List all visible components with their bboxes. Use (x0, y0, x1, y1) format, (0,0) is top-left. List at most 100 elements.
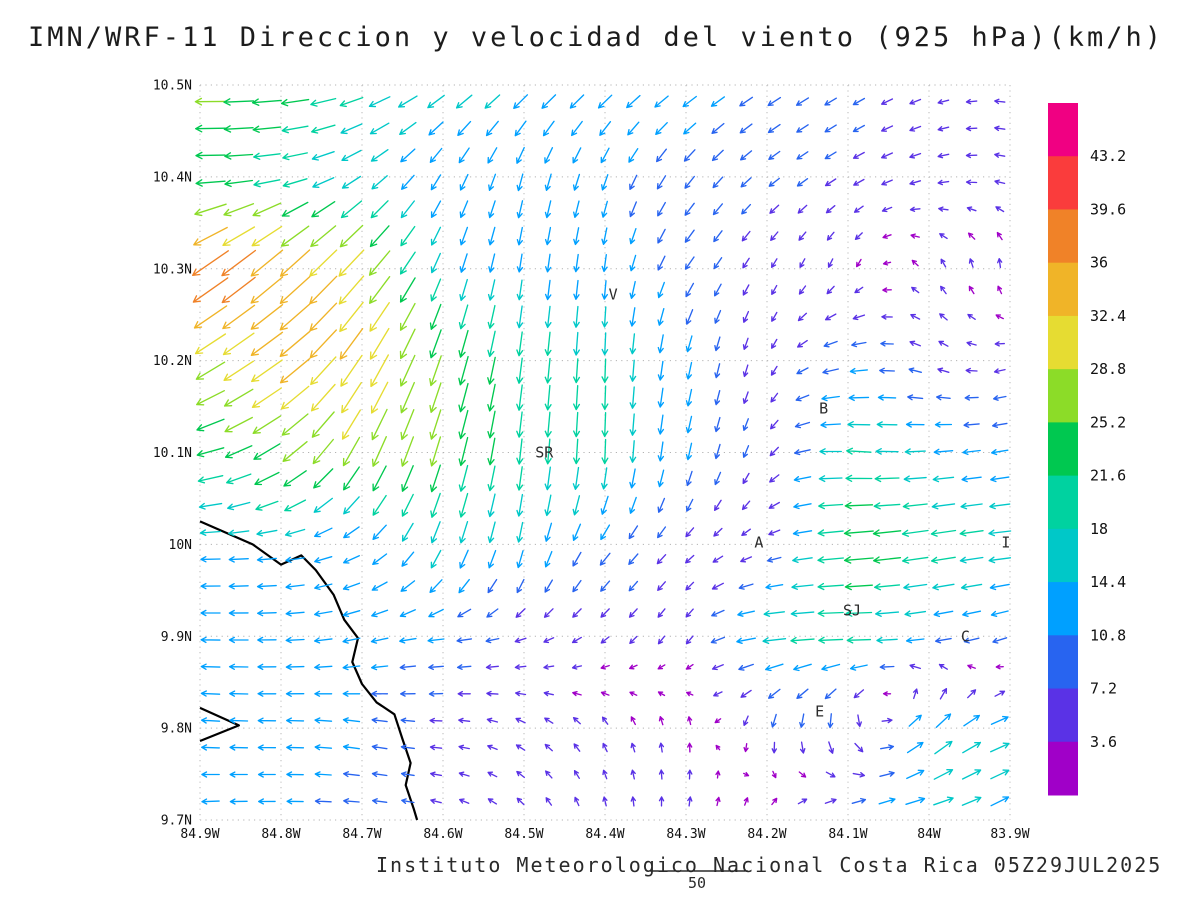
wind-arrow (879, 367, 895, 374)
wind-arrow (573, 438, 581, 465)
wind-arrow (485, 664, 499, 670)
colorbar-tick-label: 25.2 (1090, 413, 1126, 431)
wind-arrow (516, 279, 524, 301)
wind-arrow (630, 716, 636, 726)
wind-arrow (487, 410, 496, 439)
wind-arrow (713, 257, 723, 270)
wind-arrow (938, 206, 949, 212)
wind-arrow (572, 147, 582, 164)
wind-arrow (793, 663, 812, 672)
wind-arrow (314, 663, 333, 671)
wind-arrow (544, 522, 553, 542)
wind-arrow (458, 147, 470, 164)
wind-arrow (341, 149, 362, 161)
wind-arrow (314, 583, 333, 591)
wind-arrow (881, 125, 894, 132)
wind-arrow (428, 121, 444, 136)
wind-arrow (339, 96, 364, 108)
wind-arrow (790, 636, 815, 644)
wind-arrow (314, 637, 333, 644)
wind-arrow (849, 664, 868, 671)
wind-arrow (930, 529, 957, 537)
colorbar-segment (1048, 688, 1078, 743)
wind-arrow (309, 249, 338, 277)
wind-arrow (740, 177, 752, 188)
wind-arrow (997, 285, 1003, 295)
wind-arrow (824, 124, 837, 133)
wind-arrow (572, 466, 580, 490)
colorbar-tick-label: 10.8 (1090, 626, 1126, 644)
wind-arrow (370, 354, 389, 388)
wind-arrow (430, 521, 441, 544)
y-tick-label: 10.3N (153, 262, 192, 277)
wind-arrow (488, 226, 496, 246)
wind-arrow (459, 521, 469, 544)
wind-arrow (286, 798, 304, 805)
wind-arrow (338, 249, 365, 277)
wind-arrow (824, 313, 837, 321)
wind-arrow (544, 579, 553, 593)
wind-arrow (458, 436, 469, 467)
wind-arrow (796, 688, 809, 699)
wind-arrow (571, 120, 583, 137)
wind-arrow (959, 556, 984, 564)
wind-arrow (907, 394, 924, 401)
wind-arrow (710, 96, 725, 107)
attribution-text: Instituto Meteorologico Nacional Costa R… (376, 853, 1163, 877)
wind-arrow (630, 769, 636, 780)
wind-arrow (713, 230, 723, 243)
wind-arrow (628, 553, 639, 565)
wind-arrow (257, 744, 277, 751)
wind-arrow (516, 438, 524, 465)
wind-arrow (791, 583, 814, 590)
wind-arrow (711, 122, 725, 134)
wind-arrow (742, 257, 750, 269)
wind-arrow (400, 225, 416, 247)
colorbar-tick-label: 43.2 (1090, 147, 1126, 165)
wind-arrow (229, 690, 249, 697)
wind-arrow (933, 769, 954, 780)
wind-arrow (818, 636, 844, 644)
wind-arrow (843, 529, 874, 537)
wind-arrow (544, 279, 552, 301)
wind-arrow (714, 283, 722, 297)
wind-arrow (544, 331, 552, 356)
wind-arrow (715, 796, 721, 807)
wind-arrow (285, 556, 305, 563)
wind-arrow (285, 610, 305, 617)
wind-arrow (541, 94, 557, 109)
wind-arrow (430, 226, 442, 246)
wind-arrow (430, 200, 442, 218)
wind-arrow (340, 200, 363, 219)
y-tick-label: 10.2N (153, 354, 192, 369)
wind-arrow (457, 120, 472, 136)
wind-arrow (992, 637, 1008, 644)
wind-arrow (629, 307, 636, 327)
wind-arrow (196, 447, 225, 458)
wind-arrow (544, 226, 552, 246)
wind-arrow (516, 357, 524, 384)
wind-arrow (629, 413, 637, 436)
wind-arrow (399, 664, 417, 671)
station-labels: V B SR A I SJ C E (535, 285, 1010, 720)
wind-arrow (741, 500, 751, 511)
wind-arrow (572, 173, 581, 191)
wind-arrow (685, 608, 694, 618)
wind-arrow (934, 740, 953, 755)
wind-arrow (516, 305, 524, 329)
wind-arrow (881, 179, 893, 186)
wind-arrow (882, 233, 892, 239)
colorbar-segment (1048, 315, 1078, 370)
wind-arrow (282, 178, 308, 188)
wind-arrow (516, 411, 524, 438)
wind-arrow (399, 354, 416, 387)
wind-arrow (573, 253, 580, 273)
wind-arrow (544, 173, 552, 191)
wind-arrow (902, 556, 929, 564)
wind-arrow (257, 636, 277, 644)
colorbar-segment (1048, 369, 1078, 423)
wind-arrow (912, 688, 919, 700)
wind-arrow (827, 713, 834, 729)
wind-arrow (400, 771, 415, 778)
wind-arrow (399, 637, 417, 644)
